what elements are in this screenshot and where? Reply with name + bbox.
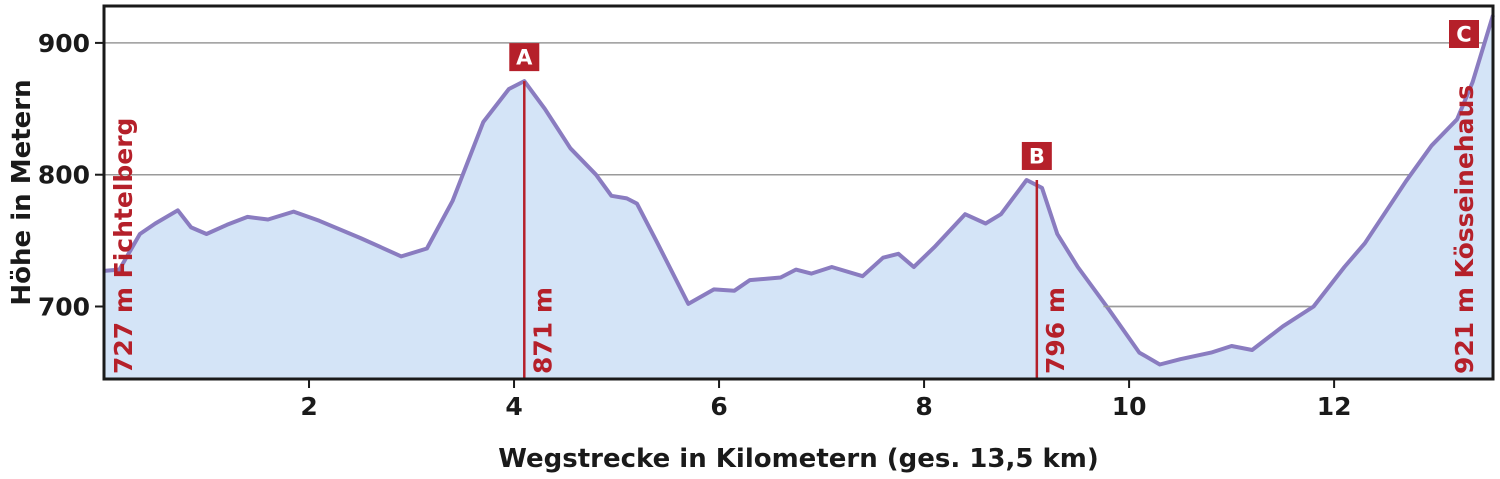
waypoint-markers: A 871 m B 796 m C 921 m Kösseinehaus bbox=[509, 20, 1479, 379]
waypoint-elevation-label: 796 m bbox=[1041, 287, 1070, 374]
elevation-line bbox=[103, 14, 1495, 367]
x-tick-label: 10 bbox=[1112, 392, 1147, 421]
axis-ticks: 2 4 6 8 10 12 700 800 900 bbox=[38, 29, 1352, 421]
x-axis-title: Wegstrecke in Kilometern (ges. 13,5 km) bbox=[498, 444, 1099, 474]
start-elevation-label: 727 m Fichtelberg bbox=[109, 118, 138, 374]
waypoint-badge-label: A bbox=[516, 46, 533, 70]
y-axis-title: Höhe in Metern bbox=[7, 79, 37, 305]
elevation-area bbox=[104, 15, 1493, 379]
waypoint-badge bbox=[509, 43, 540, 72]
x-tick-label: 8 bbox=[915, 392, 932, 421]
x-tick-label: 4 bbox=[505, 392, 522, 421]
y-tick-label: 700 bbox=[38, 293, 90, 322]
x-tick-label: 2 bbox=[300, 392, 317, 421]
plot-frame bbox=[102, 4, 1495, 381]
waypoint-B: B 796 m bbox=[1021, 141, 1070, 379]
waypoint-elevation-label: 871 m bbox=[528, 287, 557, 374]
y-tick-label: 800 bbox=[38, 161, 90, 190]
y-tick-label: 900 bbox=[38, 29, 90, 58]
waypoint-badge-label: C bbox=[1456, 23, 1471, 47]
waypoint-badge-label: B bbox=[1029, 144, 1045, 168]
waypoint-C: C 921 m Kösseinehaus bbox=[1449, 20, 1479, 374]
x-tick-label: 6 bbox=[710, 392, 727, 421]
waypoint-A: A 871 m bbox=[509, 43, 557, 379]
waypoint-badge bbox=[1021, 141, 1052, 170]
waypoint-elevation-label: 921 m Kösseinehaus bbox=[1450, 85, 1479, 374]
x-tick-label: 12 bbox=[1317, 392, 1352, 421]
waypoint-badge bbox=[1449, 20, 1479, 48]
